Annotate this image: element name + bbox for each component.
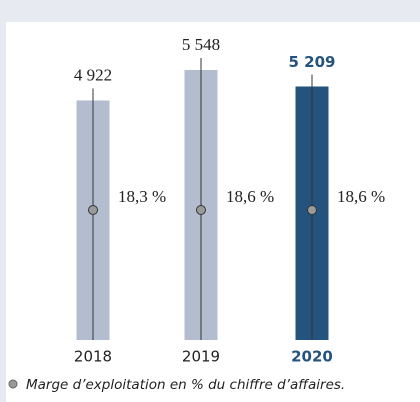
panel-edge bbox=[0, 22, 6, 402]
legend-marker bbox=[8, 379, 18, 389]
value-label: 4 922 bbox=[74, 65, 112, 84]
margin-marker bbox=[307, 205, 317, 215]
x-tick-label: 2019 bbox=[182, 348, 220, 366]
value-label: 5 548 bbox=[182, 35, 220, 54]
x-tick-label: 2020 bbox=[291, 348, 333, 366]
legend-label: Marge d’exploitation en % du chiffre d’a… bbox=[26, 377, 345, 393]
margin-label: 18,6 % bbox=[226, 187, 274, 206]
margin-label: 18,3 % bbox=[118, 187, 166, 206]
margin-label: 18,6 % bbox=[337, 187, 385, 206]
margin-marker bbox=[88, 205, 98, 215]
value-label: 5 209 bbox=[289, 53, 336, 71]
x-tick-label: 2018 bbox=[74, 348, 112, 366]
margin-marker bbox=[196, 205, 206, 215]
